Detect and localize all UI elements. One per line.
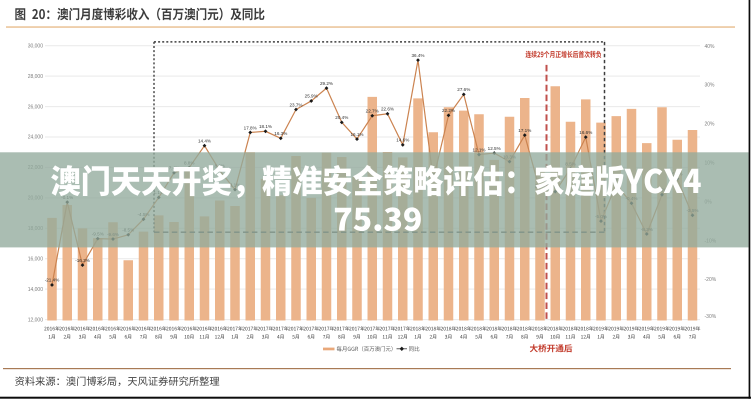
svg-text:30%: 30% (705, 83, 716, 89)
svg-text:20%: 20% (705, 122, 716, 128)
svg-text:16.6%: 16.6% (579, 130, 592, 135)
svg-text:40%: 40% (705, 44, 716, 50)
svg-text:22.7%: 22.7% (366, 109, 379, 114)
svg-text:16,000: 16,000 (28, 256, 44, 262)
svg-text:12.5%: 12.5% (488, 146, 501, 151)
svg-text:27.6%: 27.6% (457, 87, 470, 92)
svg-text:26,000: 26,000 (28, 104, 44, 110)
svg-text:22.6%: 22.6% (381, 107, 394, 112)
svg-text:28,000: 28,000 (28, 74, 44, 80)
svg-text:25.9%: 25.9% (305, 94, 318, 99)
svg-text:23.7%: 23.7% (289, 102, 302, 107)
svg-text:12,000: 12,000 (28, 317, 44, 323)
svg-text:36.4%: 36.4% (411, 53, 424, 58)
svg-text:14,000: 14,000 (28, 287, 44, 293)
svg-text:29.2%: 29.2% (320, 81, 333, 86)
svg-text:16.3%: 16.3% (274, 131, 287, 136)
svg-text:14.4%: 14.4% (198, 139, 211, 144)
svg-text:14.6%: 14.6% (396, 138, 409, 143)
svg-text:17.8%: 17.8% (244, 125, 257, 130)
svg-text:16.1%: 16.1% (350, 132, 363, 137)
svg-text:-21.4%: -21.4% (45, 278, 60, 283)
svg-text:22.2%: 22.2% (442, 108, 455, 113)
svg-text:12.1%: 12.1% (472, 147, 485, 152)
svg-text:30,000: 30,000 (28, 43, 44, 49)
svg-text:20.4%: 20.4% (335, 115, 348, 120)
svg-text:-30%: -30% (705, 314, 717, 320)
svg-text:18.1%: 18.1% (259, 124, 272, 129)
svg-text:-20%: -20% (705, 277, 717, 283)
svg-text:17.1%: 17.1% (518, 128, 531, 133)
svg-text:24,000: 24,000 (28, 135, 44, 141)
svg-text:-16.3%: -16.3% (75, 258, 90, 263)
